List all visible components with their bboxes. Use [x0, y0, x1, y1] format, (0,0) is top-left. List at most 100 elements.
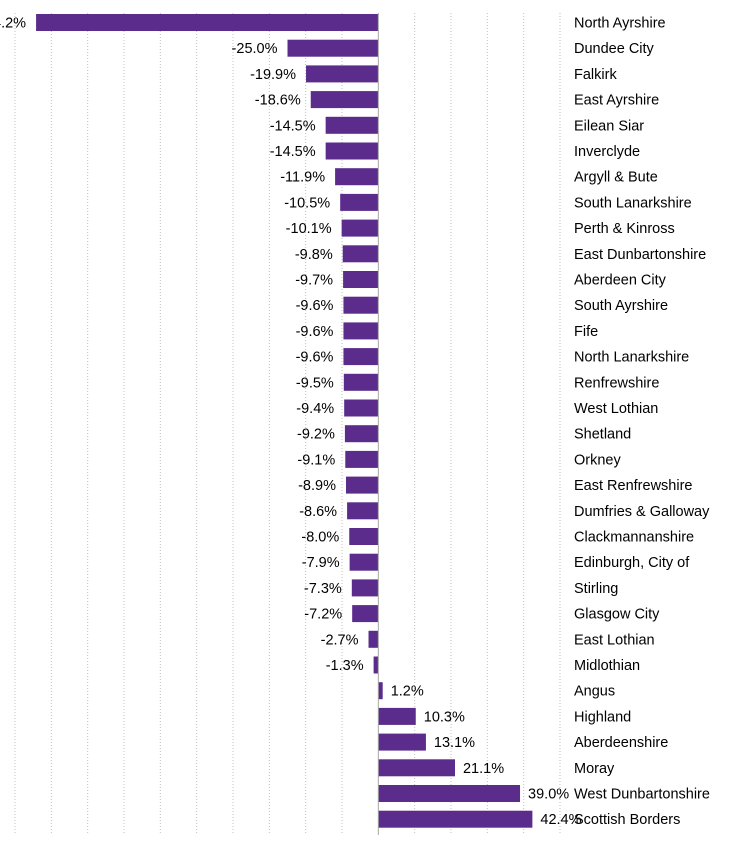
category-label: Edinburgh, City of	[574, 555, 690, 571]
data-label: -11.9%	[280, 170, 325, 186]
bar	[343, 296, 379, 314]
data-label: -7.3%	[304, 581, 342, 597]
category-label: Eilean Siar	[574, 118, 644, 134]
data-label: -94.2%	[0, 16, 26, 32]
data-label: -1.3%	[326, 658, 364, 674]
category-label: West Dunbartonshire	[574, 787, 710, 803]
bar	[287, 39, 379, 57]
category-label: Aberdeenshire	[574, 735, 668, 751]
bar	[325, 142, 379, 160]
data-label: -9.6%	[296, 324, 334, 340]
bar	[349, 528, 379, 545]
category-label: Moray	[574, 761, 615, 777]
bar	[345, 450, 379, 468]
category-label: Falkirk	[574, 67, 617, 83]
bar	[349, 553, 379, 571]
bar	[373, 656, 379, 674]
gridlines	[14, 13, 561, 835]
data-label: 1.2%	[391, 684, 424, 700]
data-label: 13.1%	[434, 735, 475, 751]
category-label: Scottish Borders	[574, 812, 680, 828]
bar	[342, 245, 379, 263]
bar	[310, 91, 379, 109]
bar	[351, 579, 379, 597]
data-label: -8.0%	[301, 530, 339, 546]
bar	[325, 116, 379, 134]
data-label: 42.4%	[540, 812, 581, 828]
category-labels: North Ayrshire Dundee City Falkirk East Ayr…	[574, 16, 710, 829]
category-label: Renfrewshire	[574, 375, 659, 391]
data-label: -9.6%	[296, 298, 334, 314]
bar	[343, 373, 379, 391]
bar	[345, 476, 379, 494]
bar	[36, 14, 379, 31]
category-label: South Ayrshire	[574, 298, 668, 314]
data-labels: -94.2% -25.0% -19.9% -18.6% -14.5% -14.5% -11.…	[0, 16, 582, 829]
category-label: Inverclyde	[574, 144, 640, 160]
bar	[343, 348, 379, 366]
data-label: -7.2%	[304, 607, 342, 623]
category-label: East Renfrewshire	[574, 478, 692, 494]
category-label: South Lanarkshire	[574, 195, 692, 211]
bar	[306, 65, 379, 83]
category-label: East Ayrshire	[574, 93, 659, 109]
data-label: -9.2%	[297, 427, 335, 443]
bar	[344, 425, 379, 443]
data-label: -10.1%	[286, 221, 332, 237]
bars	[36, 14, 533, 828]
category-label: North Lanarkshire	[574, 350, 689, 366]
category-label: Shetland	[574, 427, 631, 443]
data-label: -14.5%	[270, 118, 316, 134]
data-label: -19.9%	[250, 67, 296, 83]
category-label: East Dunbartonshire	[574, 247, 706, 263]
data-label: 21.1%	[463, 761, 504, 777]
data-label: -25.0%	[232, 41, 278, 57]
bar	[343, 271, 379, 288]
bar	[378, 785, 521, 802]
data-label: -9.6%	[296, 350, 334, 366]
data-label: -9.5%	[296, 375, 334, 391]
category-label: Perth & Kinross	[574, 221, 675, 237]
bar	[368, 630, 379, 648]
bar	[335, 168, 379, 186]
category-label: North Ayrshire	[574, 16, 666, 32]
data-label: -7.9%	[302, 555, 340, 571]
category-label: Dundee City	[574, 41, 655, 57]
bar	[378, 682, 383, 700]
data-label: -9.4%	[296, 401, 334, 417]
category-label: West Lothian	[574, 401, 658, 417]
category-label: Angus	[574, 684, 615, 700]
bar	[341, 219, 379, 237]
bar	[378, 759, 455, 777]
data-label: 39.0%	[528, 787, 569, 803]
category-label: Stirling	[574, 581, 618, 597]
category-label: Fife	[574, 324, 598, 340]
data-label: -18.6%	[255, 93, 301, 109]
data-label: -8.6%	[299, 504, 337, 520]
bar	[340, 193, 379, 211]
category-label: Argyll & Bute	[574, 170, 658, 186]
data-label: -9.8%	[295, 247, 333, 263]
category-label: Orkney	[574, 452, 621, 468]
bar	[344, 399, 379, 417]
data-label: -14.5%	[270, 144, 316, 160]
data-label: 10.3%	[424, 709, 465, 725]
category-label: Clackmannanshire	[574, 530, 694, 546]
category-label: Highland	[574, 709, 631, 725]
bar	[352, 605, 379, 623]
category-label: Glasgow City	[574, 607, 660, 623]
data-label: -9.1%	[297, 452, 335, 468]
category-label: Midlothian	[574, 658, 640, 674]
category-label: Aberdeen City	[574, 273, 667, 289]
data-label: -2.7%	[321, 632, 359, 648]
category-label: Dumfries & Galloway	[574, 504, 710, 520]
bar	[343, 322, 379, 340]
category-label: East Lothian	[574, 632, 655, 648]
bar	[378, 810, 533, 828]
bar	[378, 707, 416, 725]
data-label: -8.9%	[298, 478, 336, 494]
data-label: -9.7%	[295, 273, 333, 289]
data-label: -10.5%	[284, 195, 330, 211]
